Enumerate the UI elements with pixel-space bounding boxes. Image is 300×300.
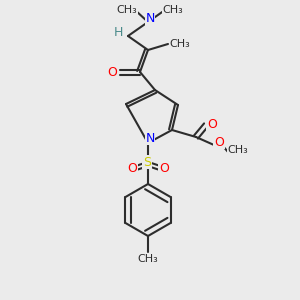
Text: CH₃: CH₃ <box>117 5 137 15</box>
Text: O: O <box>214 136 224 148</box>
Text: O: O <box>127 161 137 175</box>
Text: N: N <box>145 131 155 145</box>
Text: CH₃: CH₃ <box>228 145 248 155</box>
Text: S: S <box>143 155 151 169</box>
Text: O: O <box>159 161 169 175</box>
Text: H: H <box>113 26 123 38</box>
Text: CH₃: CH₃ <box>163 5 183 15</box>
Text: O: O <box>207 118 217 131</box>
Text: O: O <box>107 65 117 79</box>
Text: CH₃: CH₃ <box>138 254 158 264</box>
Text: N: N <box>145 13 155 26</box>
Text: CH₃: CH₃ <box>169 39 190 49</box>
